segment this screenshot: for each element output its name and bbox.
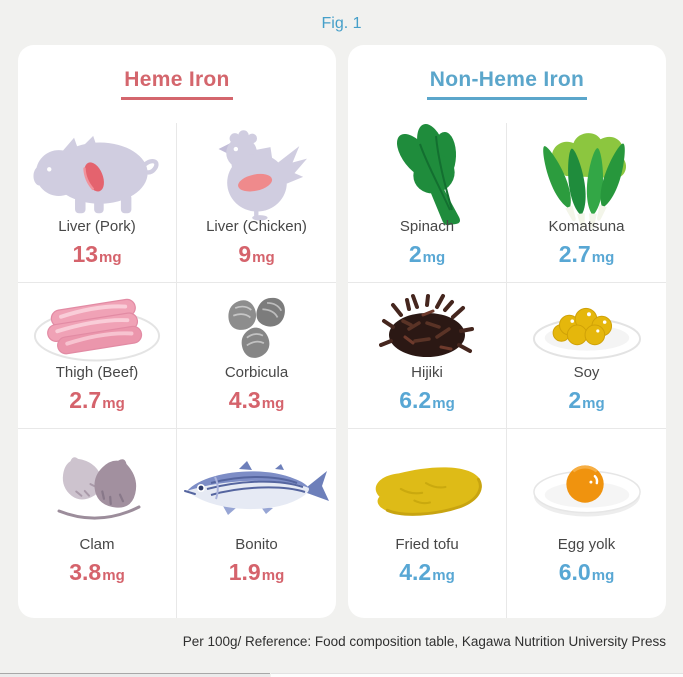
food-label: Thigh (Beef): [55, 364, 139, 381]
nonheme-card-header: Non-Heme Iron: [348, 45, 666, 123]
food-value: 4.3mg: [229, 389, 284, 412]
food-value: 2mg: [409, 243, 445, 266]
food-value-unit: mg: [102, 567, 125, 584]
food-value-unit: mg: [261, 395, 285, 412]
food-value-unit: mg: [252, 249, 275, 266]
pig-icon: [22, 131, 172, 218]
food-value: 9mg: [238, 243, 274, 266]
food-label: Fried tofu: [395, 536, 459, 553]
food-value-number: 2: [408, 241, 422, 267]
food-label: Komatsuna: [548, 218, 625, 235]
food-value-number: 4.3: [228, 387, 261, 413]
food-label: Hijiki: [411, 364, 443, 381]
heme-iron-card: Heme Iron: [18, 45, 336, 618]
food-value-unit: mg: [422, 249, 446, 266]
chicken-icon: [181, 129, 332, 220]
food-value-unit: mg: [591, 567, 615, 584]
food-value: 4.2mg: [399, 561, 454, 584]
footer-note: Per 100g/ Reference: Food composition ta…: [182, 634, 666, 649]
figure-body: Heme Iron: [18, 45, 666, 618]
hijiki-seaweed-icon: [352, 291, 502, 364]
food-label: Egg yolk: [557, 536, 616, 553]
food-label: Soy: [573, 364, 600, 381]
food-cell-soy: Soy 2mg: [507, 283, 666, 429]
food-label: Liver (Pork): [58, 218, 136, 235]
clam-shells-icon: [22, 437, 172, 536]
food-cell-fried-tofu: Fried tofu 4.2mg: [348, 429, 507, 618]
food-value-number: 2.7: [558, 241, 591, 267]
heme-food-grid: Liver (Pork) 13mg: [18, 123, 336, 618]
nonheme-food-grid: Spinach 2mg: [348, 123, 666, 618]
food-value-number: 6.2: [399, 387, 432, 413]
food-label: Spinach: [399, 218, 455, 235]
food-value: 6.2mg: [399, 389, 454, 412]
food-label: Clam: [79, 536, 115, 553]
food-cell-spinach: Spinach 2mg: [348, 123, 507, 283]
food-value-unit: mg: [582, 395, 605, 412]
beef-slices-icon: [22, 291, 172, 364]
nonheme-card-title: Non-Heme Iron: [426, 68, 588, 100]
food-value-number: 4.2: [399, 559, 432, 585]
bottom-divider-left-segment: [0, 673, 270, 677]
nonheme-iron-card: Non-Heme Iron Spinac: [348, 45, 666, 618]
figure-label: Fig. 1: [321, 15, 362, 32]
food-value-unit: mg: [261, 567, 285, 584]
food-cell-liver-pork: Liver (Pork) 13mg: [18, 123, 177, 283]
food-value-unit: mg: [591, 249, 615, 266]
food-value-number: 9: [238, 241, 252, 267]
bottom-divider-right-segment: [271, 673, 683, 677]
food-value: 3.8mg: [69, 561, 124, 584]
food-cell-liver-chicken: Liver (Chicken) 9mg: [177, 123, 336, 283]
food-value-unit: mg: [102, 395, 125, 412]
food-cell-corbicula: Corbicula 4.3mg: [177, 283, 336, 429]
food-value: 2mg: [568, 389, 604, 412]
egg-yolk-plate-icon: [511, 437, 662, 536]
food-value-number: 2: [568, 387, 582, 413]
food-value: 2.7mg: [559, 243, 614, 266]
food-value-number: 3.8: [69, 559, 102, 585]
soybeans-plate-icon: [511, 291, 662, 364]
food-value-number: 1.9: [228, 559, 261, 585]
bottom-divider: [0, 673, 683, 677]
food-label: Liver (Chicken): [206, 218, 307, 235]
spinach-icon: [352, 123, 502, 225]
corbicula-shells-icon: [181, 291, 332, 364]
food-value-unit: mg: [432, 567, 455, 584]
food-cell-bonito: Bonito 1.9mg: [177, 429, 336, 618]
food-cell-hijiki: Hijiki 6.2mg: [348, 283, 507, 429]
food-cell-komatsuna: Komatsuna 2.7mg: [507, 123, 666, 283]
food-value: 13mg: [72, 243, 121, 266]
food-value: 1.9mg: [229, 561, 284, 584]
food-value-unit: mg: [432, 395, 455, 412]
food-value-unit: mg: [99, 249, 122, 266]
food-value-number: 13: [72, 241, 99, 267]
food-cell-egg-yolk: Egg yolk 6.0mg: [507, 429, 666, 618]
fried-tofu-icon: [352, 437, 502, 536]
food-cell-thigh-beef: Thigh (Beef) 2.7mg: [18, 283, 177, 429]
food-label: Bonito: [235, 536, 278, 553]
food-value-number: 6.0: [558, 559, 591, 585]
komatsuna-icon: [511, 131, 662, 229]
heme-card-title: Heme Iron: [121, 68, 233, 100]
food-value: 6.0mg: [559, 561, 614, 584]
food-label: Corbicula: [224, 364, 289, 381]
bonito-fish-icon: [181, 437, 332, 536]
food-cell-clam: Clam 3.8mg: [18, 429, 177, 618]
food-value: 2.7mg: [69, 389, 124, 412]
heme-card-header: Heme Iron: [18, 45, 336, 123]
food-value-number: 2.7: [69, 387, 102, 413]
